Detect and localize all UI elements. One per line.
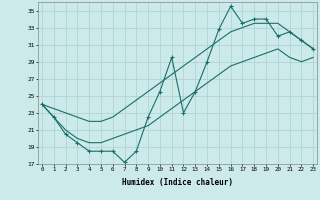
X-axis label: Humidex (Indice chaleur): Humidex (Indice chaleur) (122, 178, 233, 187)
